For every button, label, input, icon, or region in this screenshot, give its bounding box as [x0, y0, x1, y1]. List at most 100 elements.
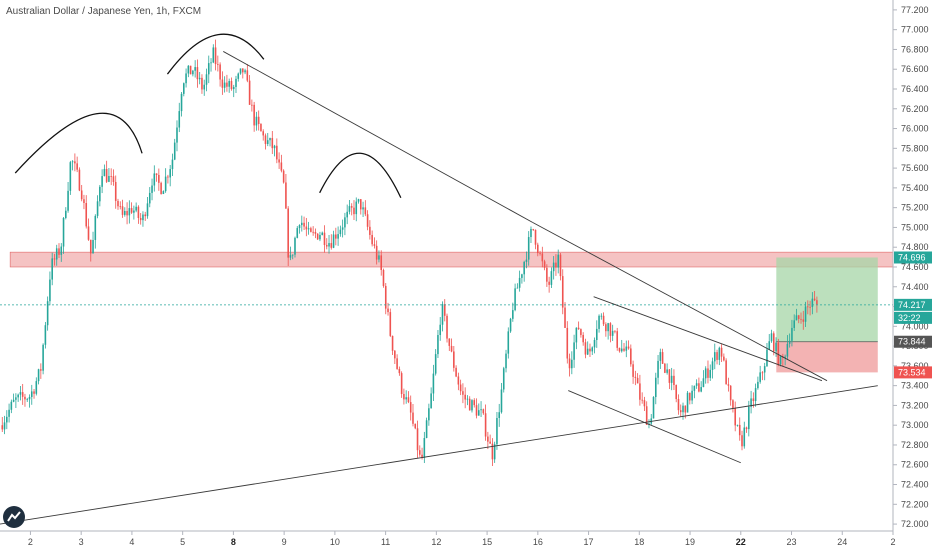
candle-body [455, 367, 457, 377]
candle-body [366, 214, 369, 227]
price-tag-countdown [894, 311, 932, 324]
candle-body [723, 356, 725, 361]
candle-body [251, 104, 253, 106]
candle-body [194, 67, 196, 71]
x-tick-label: 8 [231, 537, 236, 547]
candle-body [752, 398, 755, 402]
candle-body [602, 315, 605, 325]
y-tick-label: 72.200 [901, 499, 929, 509]
candle-body [477, 410, 480, 416]
candle-body [135, 206, 137, 211]
candle-body [434, 354, 437, 374]
candle-body [341, 227, 344, 230]
candle-body [37, 369, 40, 382]
candle-body [786, 343, 789, 357]
candle-body [589, 348, 591, 352]
candle-body [577, 327, 580, 330]
candle-body [235, 78, 237, 87]
candle-body [396, 358, 398, 369]
candle-body [232, 86, 235, 90]
candle-body [620, 348, 623, 352]
candle-body [405, 397, 407, 400]
x-tick-label: 3 [79, 537, 84, 547]
candle-body [158, 174, 160, 183]
candle-body [389, 312, 392, 336]
candle-body [117, 200, 119, 207]
pattern-arc[interactable] [166, 33, 265, 75]
candle-body [369, 226, 371, 235]
trendline[interactable] [223, 51, 533, 223]
time-axis-panel[interactable] [0, 531, 893, 550]
candle-body [763, 366, 766, 373]
candle-body [278, 159, 280, 163]
pattern-arc[interactable] [319, 152, 402, 199]
candle-body [169, 169, 171, 178]
candle-body [795, 315, 798, 321]
candle-body [178, 111, 181, 128]
candle-body [409, 402, 412, 413]
candle-body [514, 288, 516, 311]
candle-body [725, 360, 727, 385]
candle-body [130, 208, 133, 213]
candle-body [654, 377, 657, 398]
candle-body [777, 342, 780, 365]
candle-body [564, 307, 566, 328]
candle-body [416, 428, 419, 451]
price-tag-label: 32:22 [898, 313, 921, 323]
candle-body [466, 398, 469, 400]
candle-body [276, 145, 278, 160]
candle-layer [1, 39, 818, 466]
candle-body [459, 384, 462, 392]
candle-body [673, 375, 675, 386]
candle-body [555, 262, 557, 268]
candle-body [718, 347, 721, 360]
candle-body [71, 161, 74, 163]
candle-body [627, 346, 630, 349]
candle-body [775, 342, 777, 352]
candle-body [310, 228, 312, 232]
resistance-zone[interactable] [9, 251, 894, 268]
candle-body [502, 368, 505, 390]
candle-body [561, 276, 564, 308]
candle-body [198, 77, 201, 80]
candle-body [78, 169, 81, 191]
candle-body [568, 358, 571, 369]
candle-body [8, 409, 10, 417]
candle-body [702, 378, 705, 388]
candle-body [296, 228, 299, 238]
trendline[interactable] [568, 390, 741, 464]
candle-body [750, 398, 752, 407]
candle-body [92, 239, 94, 254]
candle-body [237, 73, 240, 79]
stop-zone[interactable] [776, 341, 878, 373]
candle-body [618, 347, 621, 352]
candle-body [26, 399, 29, 401]
candle-body [85, 203, 88, 227]
candle-body [573, 342, 575, 360]
candle-body [423, 437, 426, 458]
candle-body [595, 328, 598, 340]
candle-body [332, 234, 335, 248]
target-zone[interactable] [776, 257, 878, 342]
tradingview-logo-icon[interactable] [3, 506, 25, 528]
trendline[interactable] [593, 296, 823, 382]
candle-body [121, 206, 124, 215]
trendline[interactable] [532, 222, 828, 382]
candle-body [616, 331, 619, 348]
candle-body [498, 412, 501, 418]
candle-body [784, 356, 786, 358]
candle-body [768, 341, 771, 350]
candle-body [62, 217, 65, 247]
y-tick-label: 75.600 [901, 163, 929, 173]
candle-body [591, 347, 594, 352]
candle-body [264, 135, 267, 144]
candle-body [28, 396, 31, 400]
candle-body [112, 176, 115, 182]
candle-body [745, 427, 748, 430]
pattern-arc[interactable] [14, 112, 143, 174]
candle-body [571, 359, 573, 369]
trendline[interactable] [0, 385, 878, 525]
price-axis-panel[interactable] [893, 0, 932, 550]
candle-body [704, 368, 707, 379]
candle-body [609, 323, 612, 336]
